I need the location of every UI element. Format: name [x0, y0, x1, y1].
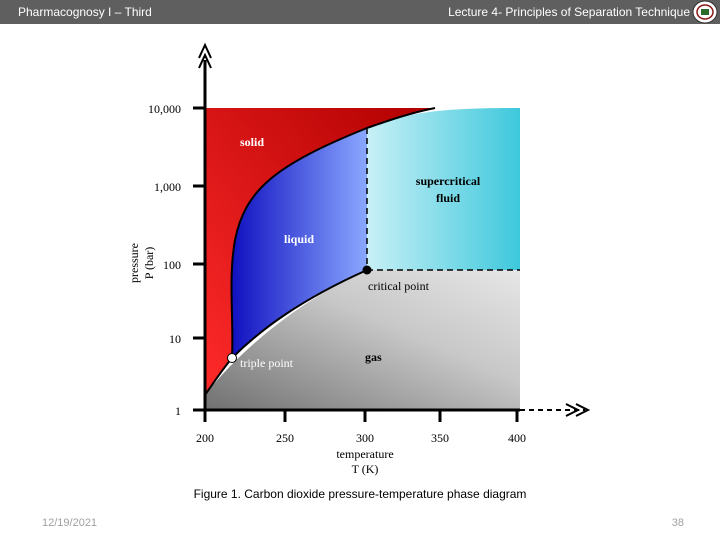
critical-point-label: critical point: [368, 279, 430, 293]
triple-point-marker: [227, 353, 237, 363]
gas-label: gas: [365, 350, 382, 364]
x-tick-300: 300: [356, 431, 374, 445]
y-tick-10: 10: [169, 332, 181, 346]
university-logo-icon: [692, 0, 718, 24]
y-tick-10000: 10,000: [148, 102, 181, 116]
solid-region: [205, 108, 435, 395]
y-axis-label-unit: P (bar): [142, 247, 156, 280]
vaporization-curve: [231, 269, 368, 359]
melting-curve: [230, 107, 436, 359]
critical-point-marker: [362, 265, 372, 275]
supercritical-label-line2: fluid: [436, 191, 460, 205]
y-tick-marks: [193, 106, 205, 412]
supercritical-label: supercritical: [416, 174, 481, 188]
triple-point-label: triple point: [240, 356, 294, 370]
y-axis-label-pressure: pressure: [127, 243, 141, 283]
footer-date: 12/19/2021: [42, 517, 98, 529]
y-axis-arrow-icon: [198, 42, 212, 69]
phase-diagram: 10,000 1,000 100 10 1 200 250 300 350 40…: [127, 42, 591, 476]
supercritical-region: [367, 108, 520, 270]
solid-label: solid: [240, 135, 264, 149]
x-axis-arrow-icon: [565, 403, 591, 417]
x-axis-label-unit: T (K): [352, 462, 379, 476]
x-tick-200: 200: [196, 431, 214, 445]
x-tick-400: 400: [508, 431, 526, 445]
x-tick-250: 250: [276, 431, 294, 445]
x-tick-marks: [203, 410, 519, 422]
x-tick-350: 350: [431, 431, 449, 445]
liquid-region: [231, 128, 367, 358]
course-title: Pharmacognosy I – Third: [18, 5, 152, 19]
y-tick-1: 1: [175, 404, 181, 418]
y-tick-100: 100: [163, 258, 181, 272]
lecture-title: Lecture 4- Principles of Separation Tech…: [448, 5, 690, 19]
gas-region: [205, 270, 520, 410]
header-bar: Pharmacognosy I – Third Lecture 4- Princ…: [0, 0, 720, 24]
liquid-label: liquid: [284, 232, 314, 246]
figure-caption: Figure 1. Carbon dioxide pressure-temper…: [193, 487, 527, 501]
y-tick-1000: 1,000: [154, 180, 181, 194]
page-number: 38: [671, 517, 684, 529]
x-axis-label-temperature: temperature: [336, 447, 393, 461]
